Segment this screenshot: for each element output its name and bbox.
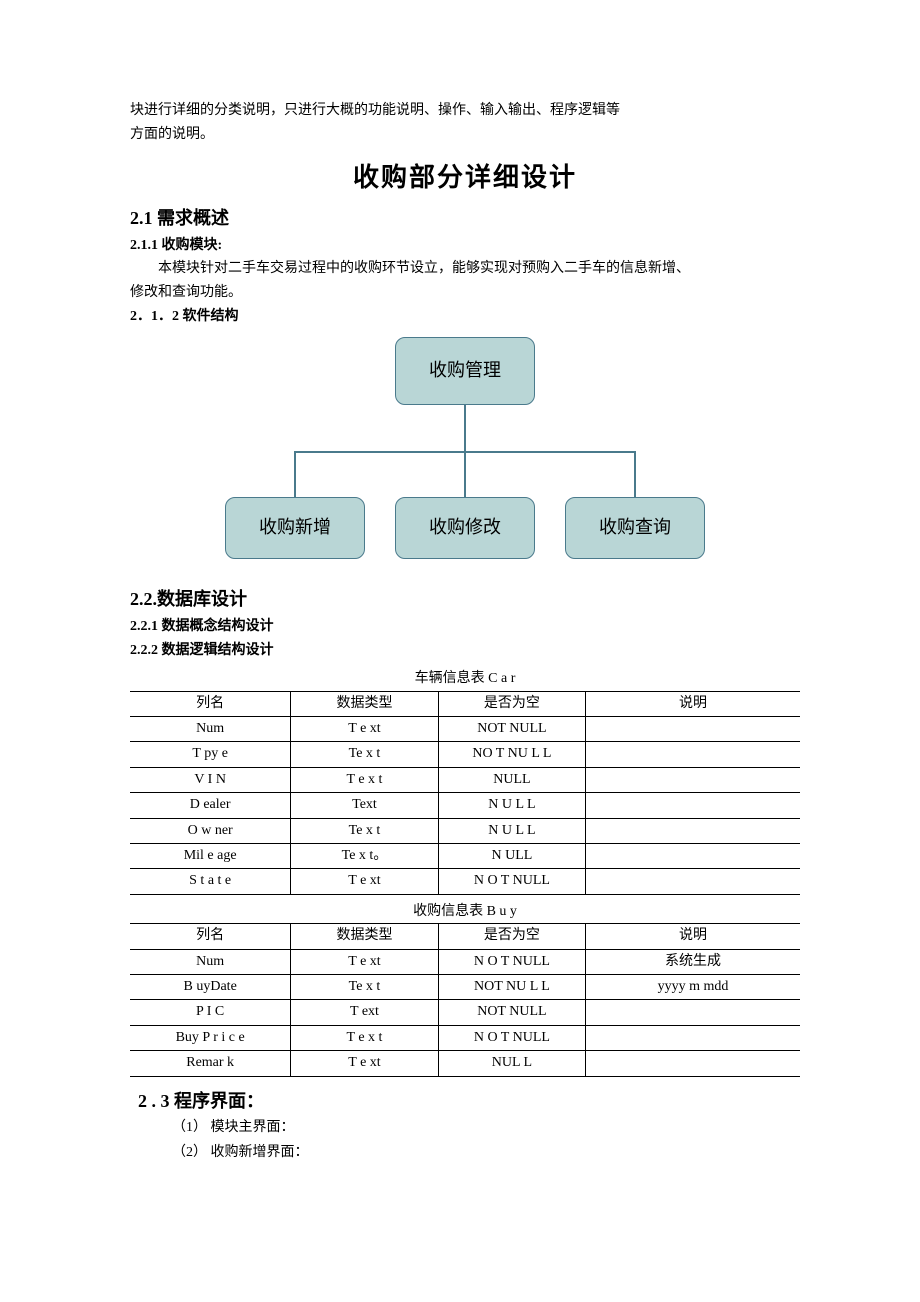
table-cell bbox=[586, 742, 800, 767]
table-cell: Remar k bbox=[130, 1051, 291, 1076]
sec211-p2: 修改和查询功能。 bbox=[130, 282, 800, 304]
table-cell: NULL bbox=[438, 767, 585, 792]
table-row: B uyDateTe x tNOT NU L Lyyyy m mdd bbox=[130, 975, 800, 1000]
table-header-cell: 是否为空 bbox=[438, 691, 585, 716]
table-cell: T e xt bbox=[291, 1051, 438, 1076]
heading-2-3: 2 . 3 程序界面： bbox=[138, 1087, 800, 1116]
table-cell: NO T NU L L bbox=[438, 742, 585, 767]
intro-line-1: 块进行详细的分类说明，只进行大概的功能说明、操作、输入输出、程序逻辑等 bbox=[130, 100, 800, 122]
table-cell: N O T NULL bbox=[438, 869, 585, 894]
table-cell bbox=[586, 1051, 800, 1076]
table-cell: Mil e age bbox=[130, 844, 291, 869]
list-item-number: （1） bbox=[172, 1120, 211, 1135]
table-row: S t a t eT e xtN O T NULL bbox=[130, 869, 800, 894]
intro-line-2: 方面的说明。 bbox=[130, 124, 800, 146]
table-cell: NOT NULL bbox=[438, 1000, 585, 1025]
table-cell: N U L L bbox=[438, 793, 585, 818]
tree-connector bbox=[464, 405, 466, 451]
table-cell bbox=[586, 1000, 800, 1025]
heading-2-2: 2.2.数据库设计 bbox=[130, 585, 800, 614]
table-cell: Text bbox=[291, 793, 438, 818]
table-cell: T e xt bbox=[291, 717, 438, 742]
table-cell: 系统生成 bbox=[586, 949, 800, 974]
table-row: D ealerTextN U L L bbox=[130, 793, 800, 818]
table-cell: NOT NULL bbox=[438, 717, 585, 742]
tree-child-node: 收购修改 bbox=[395, 497, 535, 559]
tree-connector bbox=[294, 451, 296, 497]
tree-root-node: 收购管理 bbox=[395, 337, 535, 405]
table-header-cell: 是否为空 bbox=[438, 924, 585, 949]
table-cell: T e xt bbox=[291, 949, 438, 974]
table-cell: Num bbox=[130, 949, 291, 974]
table-header-cell: 列名 bbox=[130, 924, 291, 949]
table-car: 列名数据类型是否为空说明NumT e xtNOT NULLT py eTe x … bbox=[130, 691, 800, 895]
table-cell: N ULL bbox=[438, 844, 585, 869]
table-cell: V I N bbox=[130, 767, 291, 792]
list-item-text: 模块主界面： bbox=[211, 1120, 295, 1135]
tree-connector bbox=[464, 451, 466, 497]
table-cell bbox=[586, 717, 800, 742]
table-cell: yyyy m mdd bbox=[586, 975, 800, 1000]
table-cell: O w ner bbox=[130, 818, 291, 843]
list-item: （1） 模块主界面： bbox=[172, 1117, 800, 1139]
table-header-cell: 数据类型 bbox=[291, 924, 438, 949]
heading-2-1-1: 2.1.1 收购模块: bbox=[130, 235, 800, 257]
list-item: （2） 收购新增界面： bbox=[172, 1142, 800, 1164]
table-row: O w nerTe x tN U L L bbox=[130, 818, 800, 843]
table-row: Remar kT e xtNUL L bbox=[130, 1051, 800, 1076]
tree-connector bbox=[634, 451, 636, 497]
table-cell: NUL L bbox=[438, 1051, 585, 1076]
heading-2-1: 2.1 需求概述 bbox=[130, 204, 800, 233]
table-cell bbox=[586, 767, 800, 792]
table-cell: N O T NULL bbox=[438, 949, 585, 974]
org-tree-diagram: 收购管理收购新增收购修改收购查询 bbox=[225, 337, 705, 567]
table-cell: Te x t。 bbox=[291, 844, 438, 869]
table-cell bbox=[586, 844, 800, 869]
heading-2-1-2: 2．1．2 软件结构 bbox=[130, 306, 800, 328]
table-row: NumT e xtN O T NULL系统生成 bbox=[130, 949, 800, 974]
table1-caption: 车辆信息表 C a r bbox=[130, 668, 800, 690]
table-cell: Te x t bbox=[291, 742, 438, 767]
table-cell: T ext bbox=[291, 1000, 438, 1025]
table-cell: N O T NULL bbox=[438, 1025, 585, 1050]
table-row: V I NT e x tNULL bbox=[130, 767, 800, 792]
table-cell bbox=[586, 818, 800, 843]
heading-2-2-2: 2.2.2 数据逻辑结构设计 bbox=[130, 640, 800, 662]
table-cell: T e x t bbox=[291, 1025, 438, 1050]
table-header-cell: 说明 bbox=[586, 924, 800, 949]
table-cell: T e x t bbox=[291, 767, 438, 792]
table-row: P I CT extNOT NULL bbox=[130, 1000, 800, 1025]
table-cell: Num bbox=[130, 717, 291, 742]
table-row: Buy P r i c eT e x tN O T NULL bbox=[130, 1025, 800, 1050]
heading-2-2-1: 2.2.1 数据概念结构设计 bbox=[130, 616, 800, 638]
sec211-p1: 本模块针对二手车交易过程中的收购环节设立，能够实现对预购入二手车的信息新增、 bbox=[130, 258, 800, 280]
table-cell bbox=[586, 869, 800, 894]
table2-caption: 收购信息表 B u y bbox=[130, 901, 800, 923]
table-cell: B uyDate bbox=[130, 975, 291, 1000]
table-cell: Te x t bbox=[291, 818, 438, 843]
table-cell: NOT NU L L bbox=[438, 975, 585, 1000]
table-cell: T py e bbox=[130, 742, 291, 767]
list-item-number: （2） bbox=[172, 1145, 211, 1160]
table-header-cell: 列名 bbox=[130, 691, 291, 716]
table-cell: P I C bbox=[130, 1000, 291, 1025]
tree-child-node: 收购新增 bbox=[225, 497, 365, 559]
table-cell bbox=[586, 793, 800, 818]
table-header-cell: 说明 bbox=[586, 691, 800, 716]
table-buy: 列名数据类型是否为空说明NumT e xtN O T NULL系统生成B uyD… bbox=[130, 923, 800, 1076]
table-cell: S t a t e bbox=[130, 869, 291, 894]
table-cell bbox=[586, 1025, 800, 1050]
table-cell: Te x t bbox=[291, 975, 438, 1000]
table-row: NumT e xtNOT NULL bbox=[130, 717, 800, 742]
table-row: Mil e ageTe x t。N ULL bbox=[130, 844, 800, 869]
table-cell: D ealer bbox=[130, 793, 291, 818]
table-header-cell: 数据类型 bbox=[291, 691, 438, 716]
table-cell: Buy P r i c e bbox=[130, 1025, 291, 1050]
table-cell: N U L L bbox=[438, 818, 585, 843]
tree-child-node: 收购查询 bbox=[565, 497, 705, 559]
table-cell: T e xt bbox=[291, 869, 438, 894]
table-row: T py eTe x tNO T NU L L bbox=[130, 742, 800, 767]
list-item-text: 收购新增界面： bbox=[211, 1145, 309, 1160]
main-title: 收购部分详细设计 bbox=[130, 157, 800, 199]
